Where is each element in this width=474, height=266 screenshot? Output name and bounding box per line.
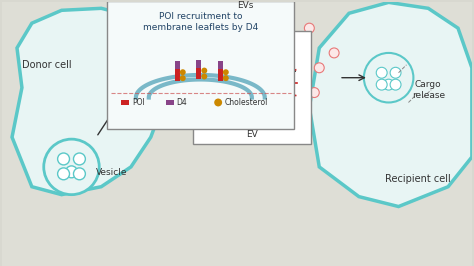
Circle shape [180, 69, 186, 75]
FancyBboxPatch shape [193, 31, 311, 144]
Circle shape [253, 71, 263, 81]
Bar [218, 61, 223, 69]
Circle shape [329, 48, 339, 58]
Circle shape [201, 68, 207, 73]
Circle shape [245, 28, 255, 38]
Circle shape [141, 48, 151, 58]
Circle shape [376, 79, 387, 90]
Polygon shape [310, 2, 472, 206]
Circle shape [171, 88, 181, 98]
Circle shape [58, 168, 70, 180]
Text: EVs: EVs [237, 1, 253, 10]
Circle shape [284, 13, 294, 23]
Circle shape [165, 48, 175, 58]
Bar [196, 68, 201, 80]
Circle shape [191, 8, 201, 18]
Circle shape [390, 67, 401, 78]
Circle shape [146, 88, 156, 98]
Text: Cholesterol: Cholesterol [225, 98, 268, 107]
Circle shape [265, 8, 274, 18]
Circle shape [304, 23, 314, 33]
Circle shape [181, 33, 191, 43]
Circle shape [65, 166, 77, 178]
Circle shape [210, 38, 220, 48]
Circle shape [161, 68, 171, 78]
Circle shape [284, 43, 294, 53]
Bar [121, 99, 129, 105]
Circle shape [300, 53, 310, 63]
Text: Recipient cell: Recipient cell [385, 174, 451, 184]
Circle shape [165, 13, 175, 23]
Bar [175, 61, 180, 69]
Circle shape [195, 53, 205, 63]
Circle shape [294, 78, 304, 88]
Polygon shape [12, 8, 165, 195]
Circle shape [314, 63, 324, 73]
Circle shape [185, 78, 195, 88]
FancyBboxPatch shape [107, 1, 294, 129]
Text: POI: POI [132, 98, 145, 107]
Circle shape [235, 5, 245, 15]
Bar [175, 69, 180, 81]
Bar [218, 69, 223, 81]
Bar [165, 99, 173, 105]
Text: POI recruitment to
membrane leaflets by D4: POI recruitment to membrane leaflets by … [143, 12, 258, 32]
Circle shape [44, 139, 99, 195]
Circle shape [223, 69, 229, 75]
Circle shape [383, 79, 394, 90]
Circle shape [73, 168, 85, 180]
Circle shape [223, 75, 229, 81]
Text: Cargo
release: Cargo release [412, 80, 445, 99]
Text: D4: D4 [176, 98, 187, 107]
Circle shape [225, 23, 235, 33]
Circle shape [260, 53, 270, 63]
Circle shape [274, 68, 284, 78]
Circle shape [376, 67, 387, 78]
Circle shape [364, 53, 413, 102]
Circle shape [73, 153, 85, 165]
Circle shape [201, 73, 207, 80]
Circle shape [390, 79, 401, 90]
Text: Donor cell: Donor cell [22, 60, 72, 70]
Circle shape [214, 98, 222, 106]
Circle shape [220, 63, 230, 73]
Circle shape [210, 41, 293, 124]
Circle shape [58, 153, 70, 165]
Text: Vesicle: Vesicle [96, 168, 128, 177]
Circle shape [151, 28, 161, 38]
Text: EV: EV [246, 130, 258, 139]
Circle shape [240, 48, 250, 58]
Bar [196, 60, 201, 68]
Circle shape [265, 33, 274, 43]
Circle shape [310, 88, 319, 98]
Circle shape [210, 8, 220, 18]
Circle shape [180, 75, 186, 81]
